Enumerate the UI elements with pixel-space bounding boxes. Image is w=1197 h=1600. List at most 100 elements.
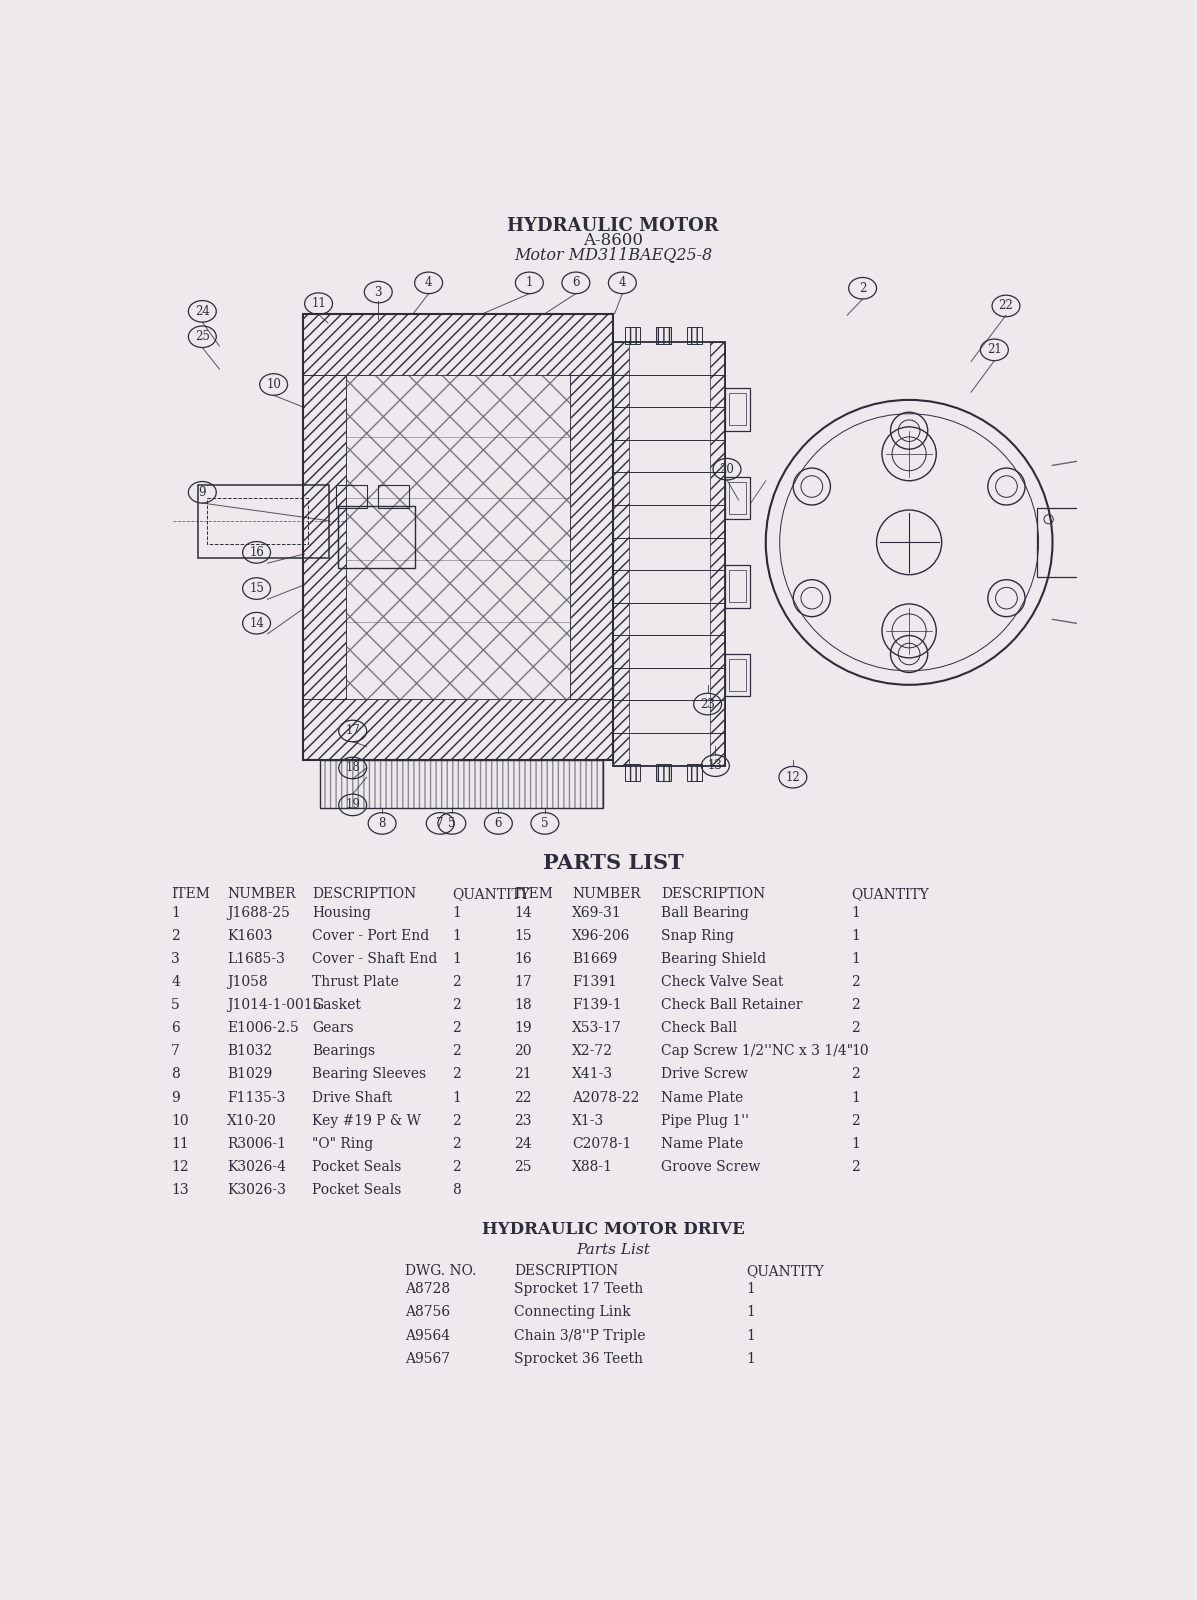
- Text: PARTS LIST: PARTS LIST: [542, 853, 683, 872]
- Text: 3: 3: [375, 285, 382, 299]
- Text: 1: 1: [452, 952, 461, 966]
- Text: K3026-4: K3026-4: [227, 1160, 286, 1174]
- Text: QUANTITY: QUANTITY: [452, 888, 529, 901]
- Bar: [207, 499, 308, 544]
- Text: 1: 1: [851, 930, 859, 942]
- Text: DWG. NO.: DWG. NO.: [406, 1264, 476, 1278]
- Text: Bearing Sleeves: Bearing Sleeves: [312, 1067, 426, 1082]
- Text: C2078-1: C2078-1: [572, 1136, 631, 1150]
- Text: 5: 5: [171, 998, 180, 1013]
- Bar: [687, 765, 703, 781]
- Text: 25: 25: [195, 330, 209, 344]
- Bar: [303, 314, 613, 376]
- Text: 2: 2: [851, 1160, 859, 1174]
- Text: X88-1: X88-1: [572, 1160, 613, 1174]
- Text: Parts List: Parts List: [576, 1243, 650, 1258]
- Bar: [320, 760, 603, 808]
- Text: 6: 6: [171, 1021, 180, 1035]
- Text: L1685-3: L1685-3: [227, 952, 285, 966]
- Text: 1: 1: [452, 1091, 461, 1104]
- Text: 24: 24: [195, 306, 209, 318]
- Text: Name Plate: Name Plate: [661, 1136, 743, 1150]
- Bar: [729, 659, 746, 691]
- Text: 10: 10: [171, 1114, 189, 1128]
- Text: Connecting Link: Connecting Link: [514, 1306, 631, 1320]
- Text: X69-31: X69-31: [572, 906, 621, 920]
- Text: E1006-2.5: E1006-2.5: [227, 1021, 299, 1035]
- Bar: [613, 342, 725, 766]
- Text: DESCRIPTION: DESCRIPTION: [514, 1264, 618, 1278]
- Bar: [729, 394, 746, 426]
- Text: 2: 2: [851, 1067, 859, 1082]
- Text: 10: 10: [266, 378, 281, 390]
- Text: Housing: Housing: [312, 906, 371, 920]
- Text: 21: 21: [988, 344, 1002, 357]
- Text: Check Valve Seat: Check Valve Seat: [661, 974, 784, 989]
- Text: 2: 2: [452, 1045, 461, 1058]
- Bar: [378, 485, 409, 507]
- Text: 22: 22: [998, 299, 1014, 312]
- Text: X1-3: X1-3: [572, 1114, 604, 1128]
- Text: HYDRAULIC MOTOR: HYDRAULIC MOTOR: [508, 216, 719, 235]
- Text: 2: 2: [859, 282, 867, 294]
- Text: QUANTITY: QUANTITY: [747, 1264, 824, 1278]
- Text: A9567: A9567: [406, 1352, 450, 1366]
- Text: Groove Screw: Groove Screw: [661, 1160, 760, 1174]
- Text: 5: 5: [541, 818, 548, 830]
- Text: 1: 1: [851, 1091, 859, 1104]
- Text: Chain 3/8''P Triple: Chain 3/8''P Triple: [514, 1328, 645, 1342]
- Text: Cover - Shaft End: Cover - Shaft End: [312, 952, 438, 966]
- Text: 1: 1: [851, 952, 859, 966]
- Text: 2: 2: [171, 930, 180, 942]
- Text: 9: 9: [171, 1091, 180, 1104]
- Text: K3026-3: K3026-3: [227, 1182, 286, 1197]
- Text: Motor MD311BAEQ25-8: Motor MD311BAEQ25-8: [514, 246, 712, 262]
- Text: 2: 2: [851, 998, 859, 1013]
- Text: 2: 2: [452, 1021, 461, 1035]
- Text: 6: 6: [572, 277, 579, 290]
- Bar: [338, 506, 415, 568]
- Text: 2: 2: [452, 1114, 461, 1128]
- Bar: [656, 326, 672, 344]
- Bar: [725, 654, 751, 696]
- Text: 18: 18: [345, 762, 360, 774]
- Text: J1058: J1058: [227, 974, 268, 989]
- Text: 1: 1: [747, 1328, 755, 1342]
- Text: 18: 18: [514, 998, 531, 1013]
- Text: 14: 14: [514, 906, 531, 920]
- Text: 1: 1: [851, 906, 859, 920]
- Text: 2: 2: [452, 998, 461, 1013]
- Bar: [613, 342, 628, 766]
- Bar: [346, 376, 571, 699]
- Bar: [725, 565, 751, 608]
- Text: Key #19 P & W: Key #19 P & W: [312, 1114, 421, 1128]
- Text: Snap Ring: Snap Ring: [661, 930, 734, 942]
- Bar: [710, 342, 725, 766]
- Text: Bearing Shield: Bearing Shield: [661, 952, 766, 966]
- Text: 15: 15: [514, 930, 531, 942]
- Text: 14: 14: [249, 616, 265, 630]
- Text: F139-1: F139-1: [572, 998, 621, 1013]
- Text: 23: 23: [700, 698, 715, 710]
- Text: 4: 4: [171, 974, 181, 989]
- Text: Pocket Seals: Pocket Seals: [312, 1182, 402, 1197]
- Text: 19: 19: [514, 1021, 531, 1035]
- Text: 8: 8: [452, 1182, 461, 1197]
- Text: Sprocket 17 Teeth: Sprocket 17 Teeth: [514, 1282, 643, 1296]
- Text: Check Ball: Check Ball: [661, 1021, 737, 1035]
- Text: J1688-25: J1688-25: [227, 906, 290, 920]
- Text: 20: 20: [514, 1045, 531, 1058]
- Text: 21: 21: [514, 1067, 531, 1082]
- Text: X53-17: X53-17: [572, 1021, 622, 1035]
- Text: J1014-1-0015: J1014-1-0015: [227, 998, 322, 1013]
- Text: F1391: F1391: [572, 974, 616, 989]
- Text: Thrust Plate: Thrust Plate: [312, 974, 400, 989]
- Text: 2: 2: [452, 1160, 461, 1174]
- Text: A8756: A8756: [406, 1306, 450, 1320]
- Text: 1: 1: [747, 1352, 755, 1366]
- Text: "O" Ring: "O" Ring: [312, 1136, 373, 1150]
- Text: 1: 1: [851, 1136, 859, 1150]
- Text: HYDRAULIC MOTOR DRIVE: HYDRAULIC MOTOR DRIVE: [481, 1221, 745, 1238]
- Text: ITEM: ITEM: [171, 888, 211, 901]
- Text: Bearings: Bearings: [312, 1045, 376, 1058]
